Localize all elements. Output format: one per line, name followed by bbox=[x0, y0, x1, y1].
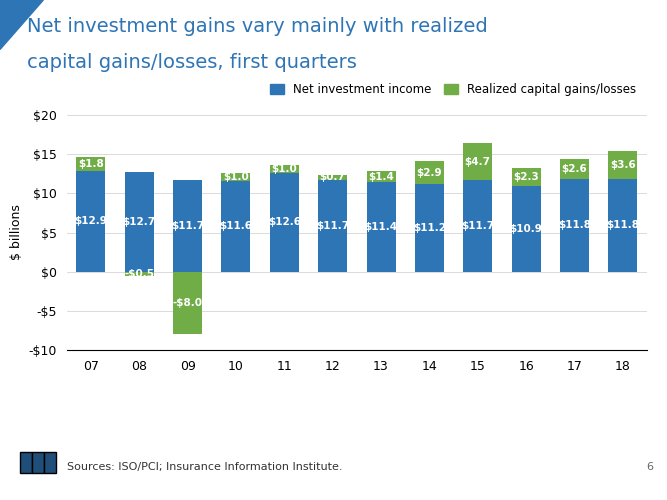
Bar bbox=[76, 156, 105, 170]
Text: 6: 6 bbox=[647, 462, 654, 472]
Text: $11.7: $11.7 bbox=[171, 221, 204, 231]
Bar bbox=[512, 168, 540, 186]
Bar bbox=[125, 172, 153, 272]
Bar bbox=[173, 272, 202, 334]
Bar bbox=[221, 181, 250, 272]
Bar bbox=[269, 173, 299, 272]
FancyBboxPatch shape bbox=[20, 452, 32, 473]
Bar bbox=[463, 180, 492, 272]
Text: $1.0: $1.0 bbox=[223, 172, 249, 182]
Bar bbox=[512, 186, 540, 272]
FancyBboxPatch shape bbox=[44, 452, 56, 473]
Text: $12.6: $12.6 bbox=[268, 218, 301, 228]
Bar bbox=[318, 174, 347, 180]
Text: $3.6: $3.6 bbox=[610, 160, 636, 170]
Text: $1.0: $1.0 bbox=[271, 164, 297, 174]
Text: $11.4: $11.4 bbox=[364, 222, 398, 232]
Text: In the first quarter of the year, net investment income has been steady: In the first quarter of the year, net in… bbox=[67, 390, 600, 403]
Bar bbox=[415, 161, 444, 184]
Text: Net investment gains vary mainly with realized: Net investment gains vary mainly with re… bbox=[27, 16, 488, 36]
Text: $2.3: $2.3 bbox=[513, 172, 539, 182]
Bar bbox=[366, 182, 396, 272]
Text: Sources: ISO/PCI; Insurance Information Institute.: Sources: ISO/PCI; Insurance Information … bbox=[67, 462, 342, 472]
Bar bbox=[608, 179, 637, 272]
Text: $11.7: $11.7 bbox=[316, 221, 350, 231]
Text: $2.9: $2.9 bbox=[417, 168, 442, 177]
FancyBboxPatch shape bbox=[32, 452, 44, 473]
Text: -$8.0: -$8.0 bbox=[173, 298, 203, 308]
Text: $4.7: $4.7 bbox=[465, 156, 491, 166]
Bar bbox=[366, 172, 396, 182]
Text: but realized capital gains/losses have been quite variable.: but realized capital gains/losses have b… bbox=[114, 416, 553, 429]
Legend: Net investment income, Realized capital gains/losses: Net investment income, Realized capital … bbox=[265, 78, 641, 101]
Text: $11.8: $11.8 bbox=[558, 220, 591, 230]
Text: $2.6: $2.6 bbox=[562, 164, 588, 174]
Bar bbox=[560, 159, 589, 179]
Bar bbox=[415, 184, 444, 272]
Text: $10.9: $10.9 bbox=[510, 224, 542, 234]
Text: $1.4: $1.4 bbox=[368, 172, 394, 182]
Text: $11.7: $11.7 bbox=[461, 221, 494, 231]
Bar bbox=[608, 151, 637, 179]
Bar bbox=[221, 173, 250, 181]
Text: $11.2: $11.2 bbox=[413, 223, 446, 233]
Polygon shape bbox=[0, 0, 43, 50]
Text: capital gains/losses, first quarters: capital gains/losses, first quarters bbox=[27, 53, 357, 72]
Bar bbox=[269, 165, 299, 173]
Bar bbox=[560, 179, 589, 272]
Bar bbox=[463, 143, 492, 180]
Text: $11.8: $11.8 bbox=[606, 220, 639, 230]
Bar bbox=[125, 272, 153, 276]
Bar bbox=[318, 180, 347, 272]
Text: $12.9: $12.9 bbox=[75, 216, 107, 226]
Text: -$0.5: -$0.5 bbox=[124, 268, 154, 278]
Bar bbox=[173, 180, 202, 272]
Bar bbox=[76, 170, 105, 272]
Text: $0.7: $0.7 bbox=[319, 172, 346, 182]
Y-axis label: $ billions: $ billions bbox=[10, 204, 23, 260]
Text: $12.7: $12.7 bbox=[123, 217, 156, 227]
Text: $11.6: $11.6 bbox=[219, 221, 252, 231]
Text: $1.8: $1.8 bbox=[78, 158, 104, 168]
